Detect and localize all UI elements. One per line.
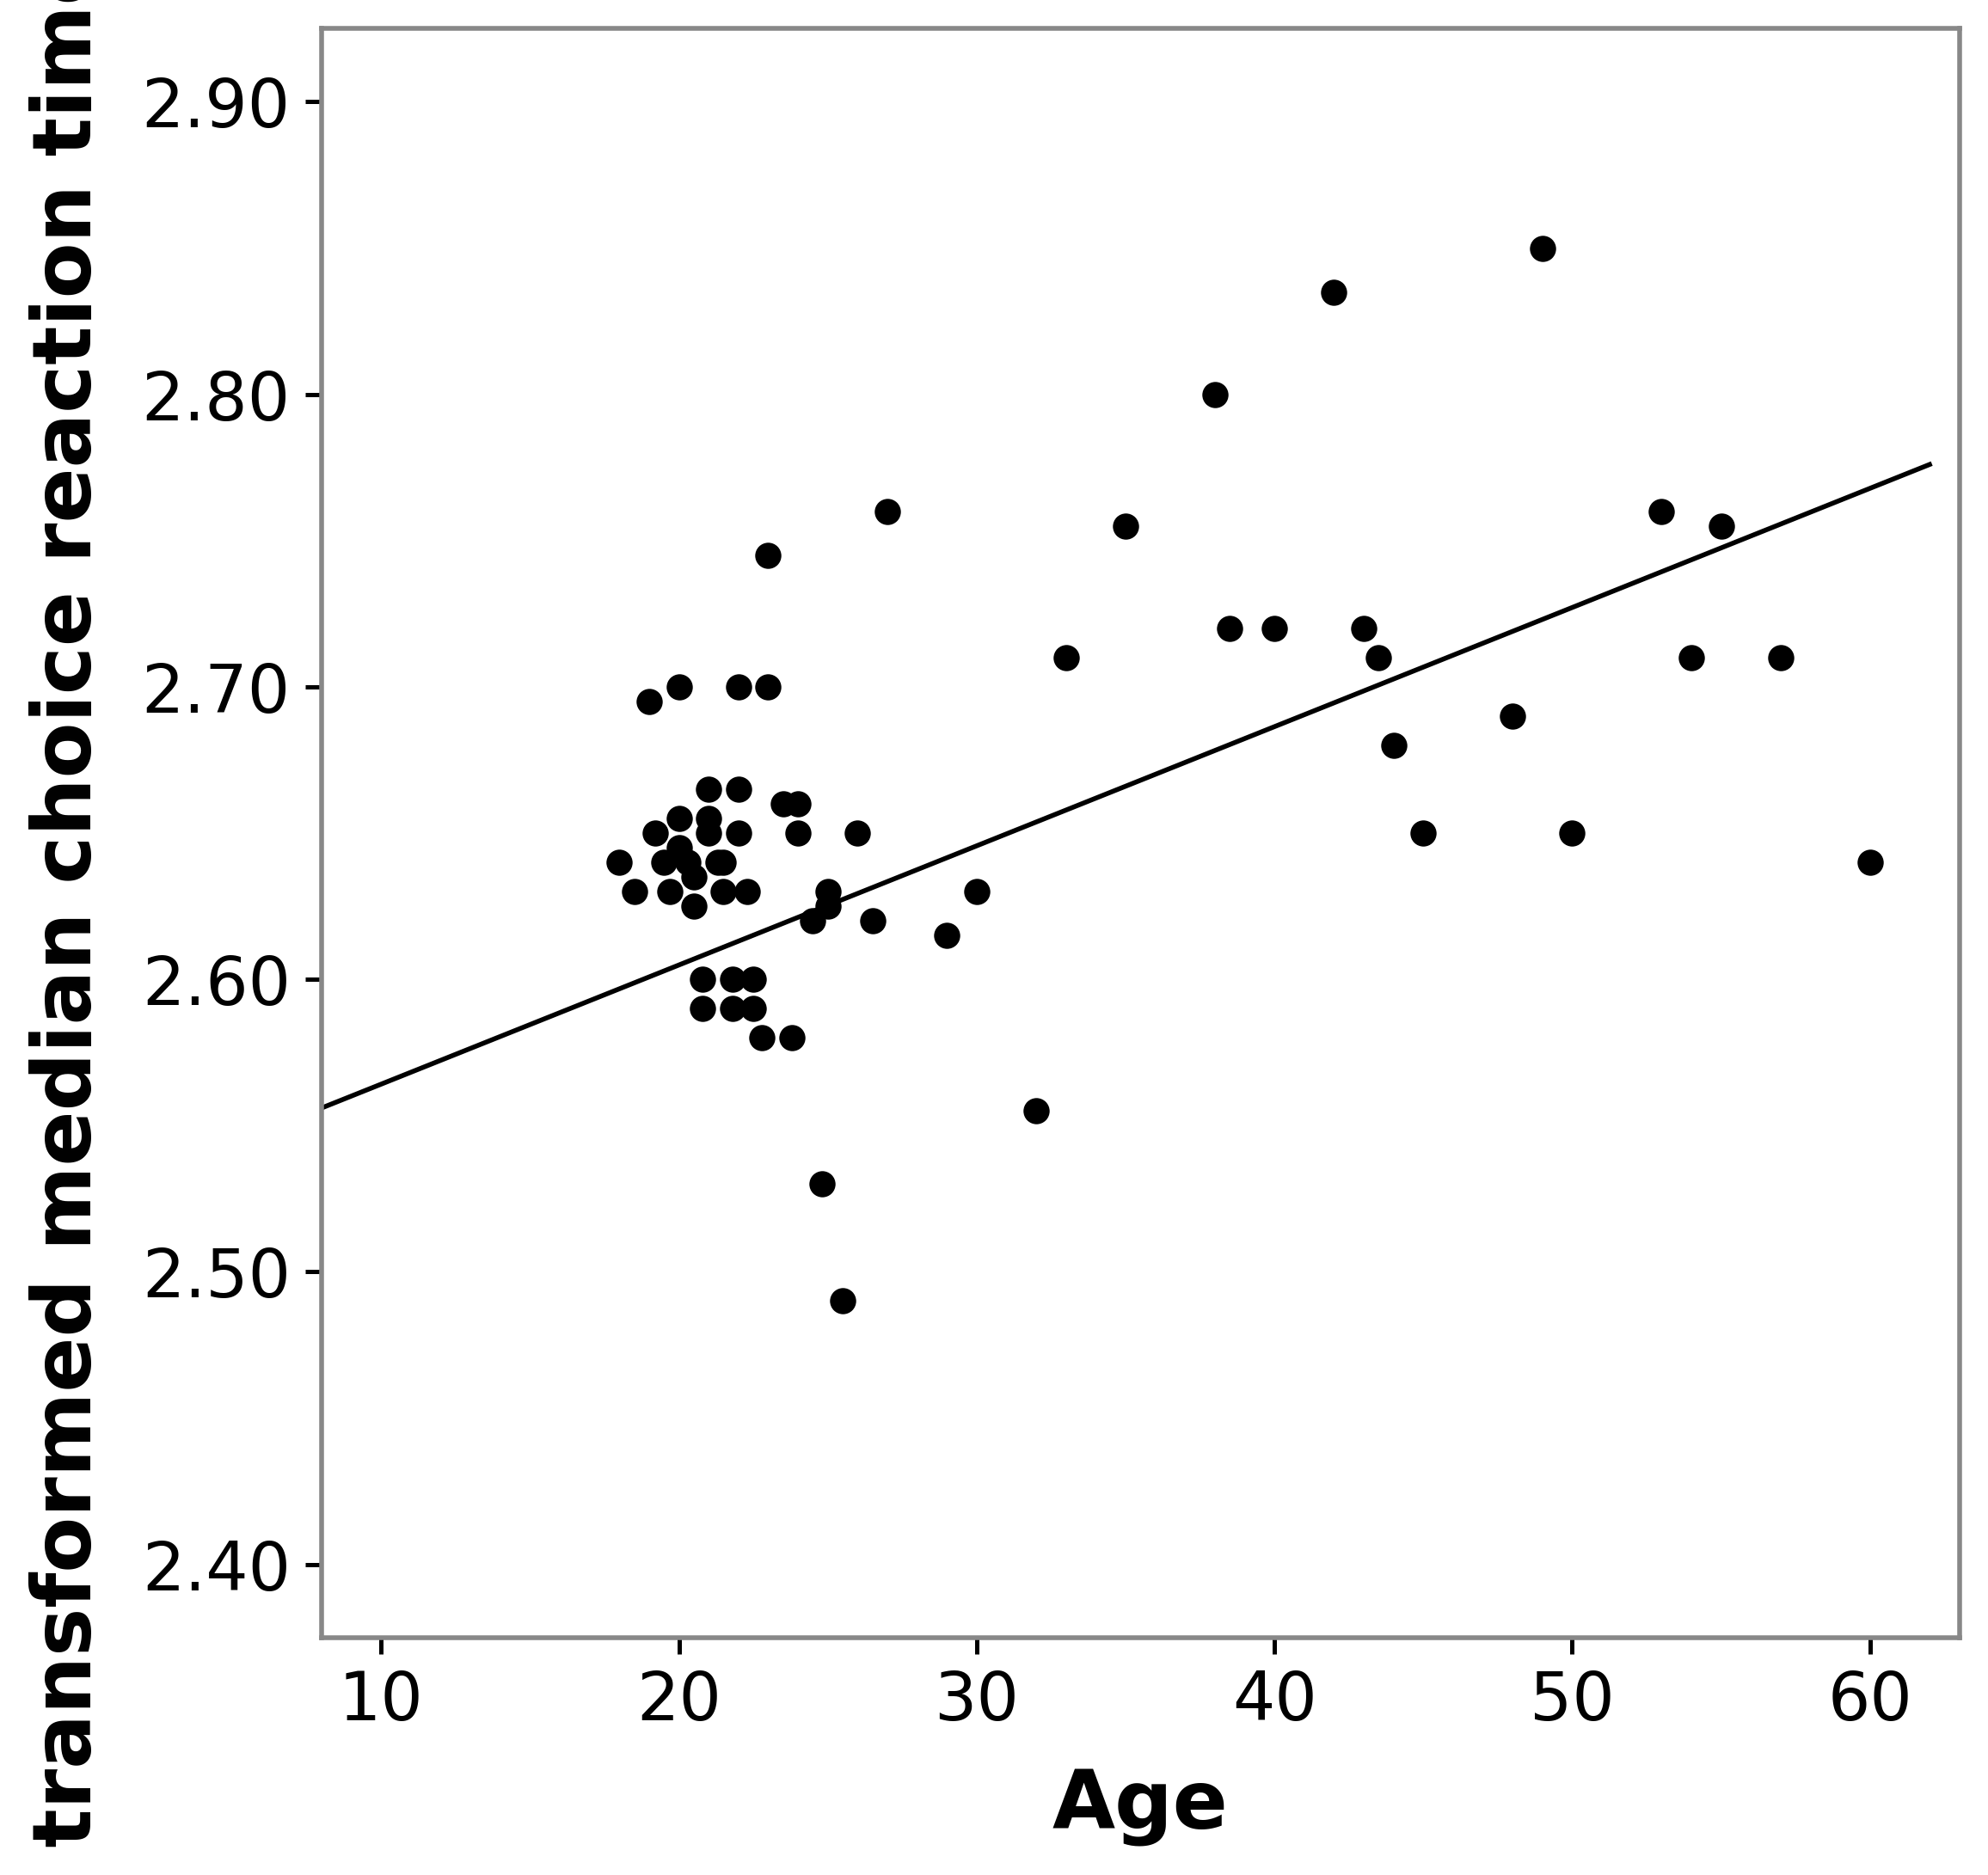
X-axis label: Age: Age (1052, 1768, 1229, 1847)
Point (686, 964, 718, 994)
Point (722, 774, 753, 804)
Point (1362, 643, 1394, 673)
Point (618, 876, 650, 906)
Point (722, 671, 753, 701)
Point (841, 818, 873, 848)
Point (654, 876, 686, 906)
Point (738, 964, 769, 994)
Point (1109, 510, 1141, 540)
Point (604, 848, 636, 878)
Point (811, 891, 843, 921)
Point (1855, 848, 1887, 878)
Point (1050, 643, 1081, 673)
Point (775, 1022, 807, 1052)
Point (1348, 613, 1380, 643)
Point (746, 1022, 777, 1052)
Point (672, 848, 704, 878)
Point (678, 891, 710, 921)
Point (1676, 643, 1708, 673)
Point (716, 994, 747, 1024)
Point (805, 1168, 837, 1198)
Point (732, 876, 763, 906)
Point (648, 848, 680, 878)
Point (1706, 510, 1738, 540)
Point (634, 686, 666, 716)
Point (930, 921, 962, 951)
Point (811, 876, 843, 906)
Point (1215, 613, 1246, 643)
Point (692, 802, 724, 832)
Point (751, 671, 783, 701)
Point (738, 994, 769, 1024)
Point (1408, 818, 1439, 848)
Point (797, 906, 829, 936)
Point (692, 818, 724, 848)
Point (1527, 233, 1559, 263)
Point (871, 497, 903, 527)
Point (1378, 729, 1409, 759)
Y-axis label: Log transformed median choice reaction time scores: Log transformed median choice reaction t… (28, 0, 107, 1875)
Point (781, 789, 813, 819)
Point (708, 876, 740, 906)
Point (686, 994, 718, 1024)
Point (1646, 497, 1678, 527)
Point (1020, 1095, 1052, 1125)
Point (1258, 613, 1290, 643)
Point (857, 906, 889, 936)
Point (960, 876, 992, 906)
Point (781, 818, 813, 848)
Point (662, 832, 694, 863)
Point (1318, 278, 1350, 308)
Point (1557, 818, 1588, 848)
Point (1199, 379, 1231, 409)
Point (1765, 643, 1797, 673)
Point (640, 818, 672, 848)
Point (662, 802, 694, 832)
Point (1497, 701, 1529, 731)
Point (708, 848, 740, 878)
Point (751, 540, 783, 570)
Point (716, 964, 747, 994)
Point (678, 862, 710, 892)
Point (722, 818, 753, 848)
Point (692, 774, 724, 804)
Point (767, 789, 799, 819)
Point (702, 848, 734, 878)
Point (662, 671, 694, 701)
Point (827, 1286, 859, 1316)
